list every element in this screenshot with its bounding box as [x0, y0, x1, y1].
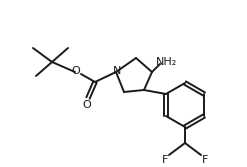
Text: O: O	[83, 100, 91, 110]
Text: F: F	[202, 155, 208, 165]
Text: N: N	[113, 66, 121, 76]
Text: NH₂: NH₂	[155, 57, 177, 67]
Text: O: O	[72, 66, 80, 76]
Text: F: F	[162, 155, 168, 165]
